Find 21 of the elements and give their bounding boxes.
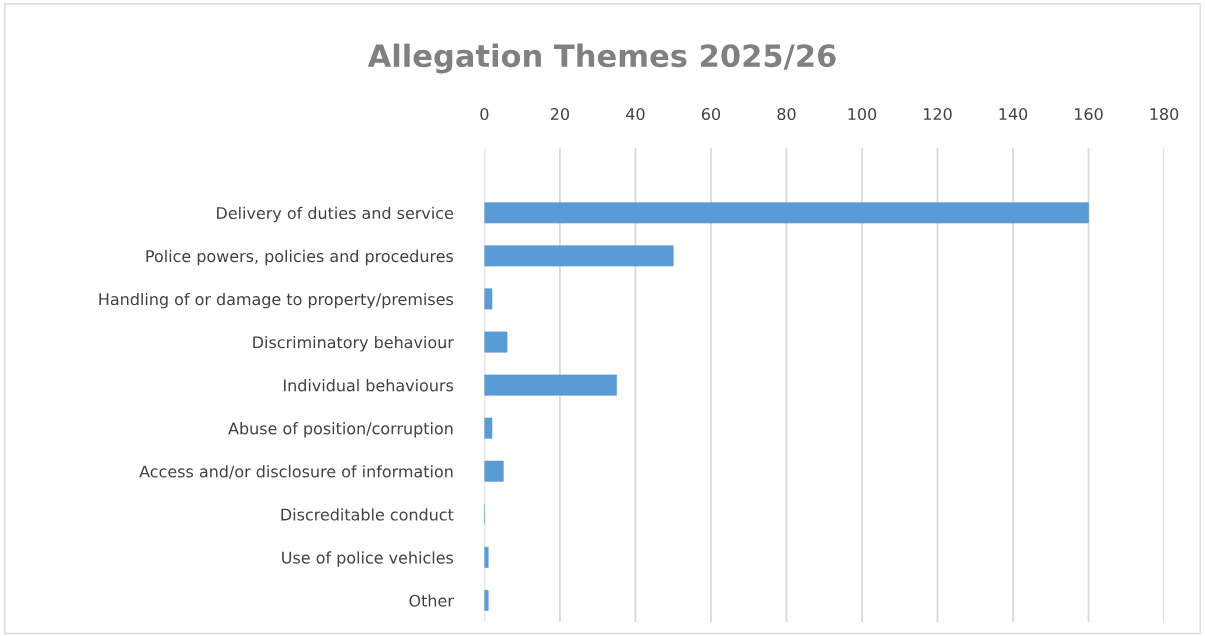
y-tick-label: Abuse of position/corruption bbox=[228, 422, 453, 438]
y-tick-label: Individual behaviours bbox=[284, 379, 454, 392]
y-tick-label: Delivery of duties and service bbox=[217, 206, 453, 223]
y-tick-label: Access and/or disclosure of information bbox=[139, 465, 453, 479]
x-tick-label: 100 bbox=[848, 108, 877, 121]
y-tick-label: Other bbox=[409, 594, 454, 607]
x-tick-label: 140 bbox=[999, 108, 1028, 121]
x-tick-label: 0 bbox=[480, 108, 489, 121]
y-tick-label: Discreditable conduct bbox=[281, 508, 454, 521]
y-tick-label: Handling of or damage to property/premises bbox=[99, 292, 454, 309]
y-tick-label: Discriminatory behaviour bbox=[253, 335, 454, 352]
x-tick-label: 40 bbox=[626, 108, 645, 121]
chart-title: Allegation Themes 2025/26 bbox=[367, 43, 836, 74]
x-tick-label: 60 bbox=[701, 108, 721, 121]
y-tick-label: Police powers, policies and procedures bbox=[146, 249, 454, 266]
x-tick-label: 160 bbox=[1075, 108, 1103, 121]
x-tick-label: 180 bbox=[1150, 108, 1179, 121]
x-tick-label: 80 bbox=[777, 108, 796, 121]
x-tick-label: 20 bbox=[550, 108, 570, 121]
x-tick-label: 120 bbox=[924, 108, 952, 121]
y-tick-label: Use of police vehicles bbox=[282, 551, 454, 567]
